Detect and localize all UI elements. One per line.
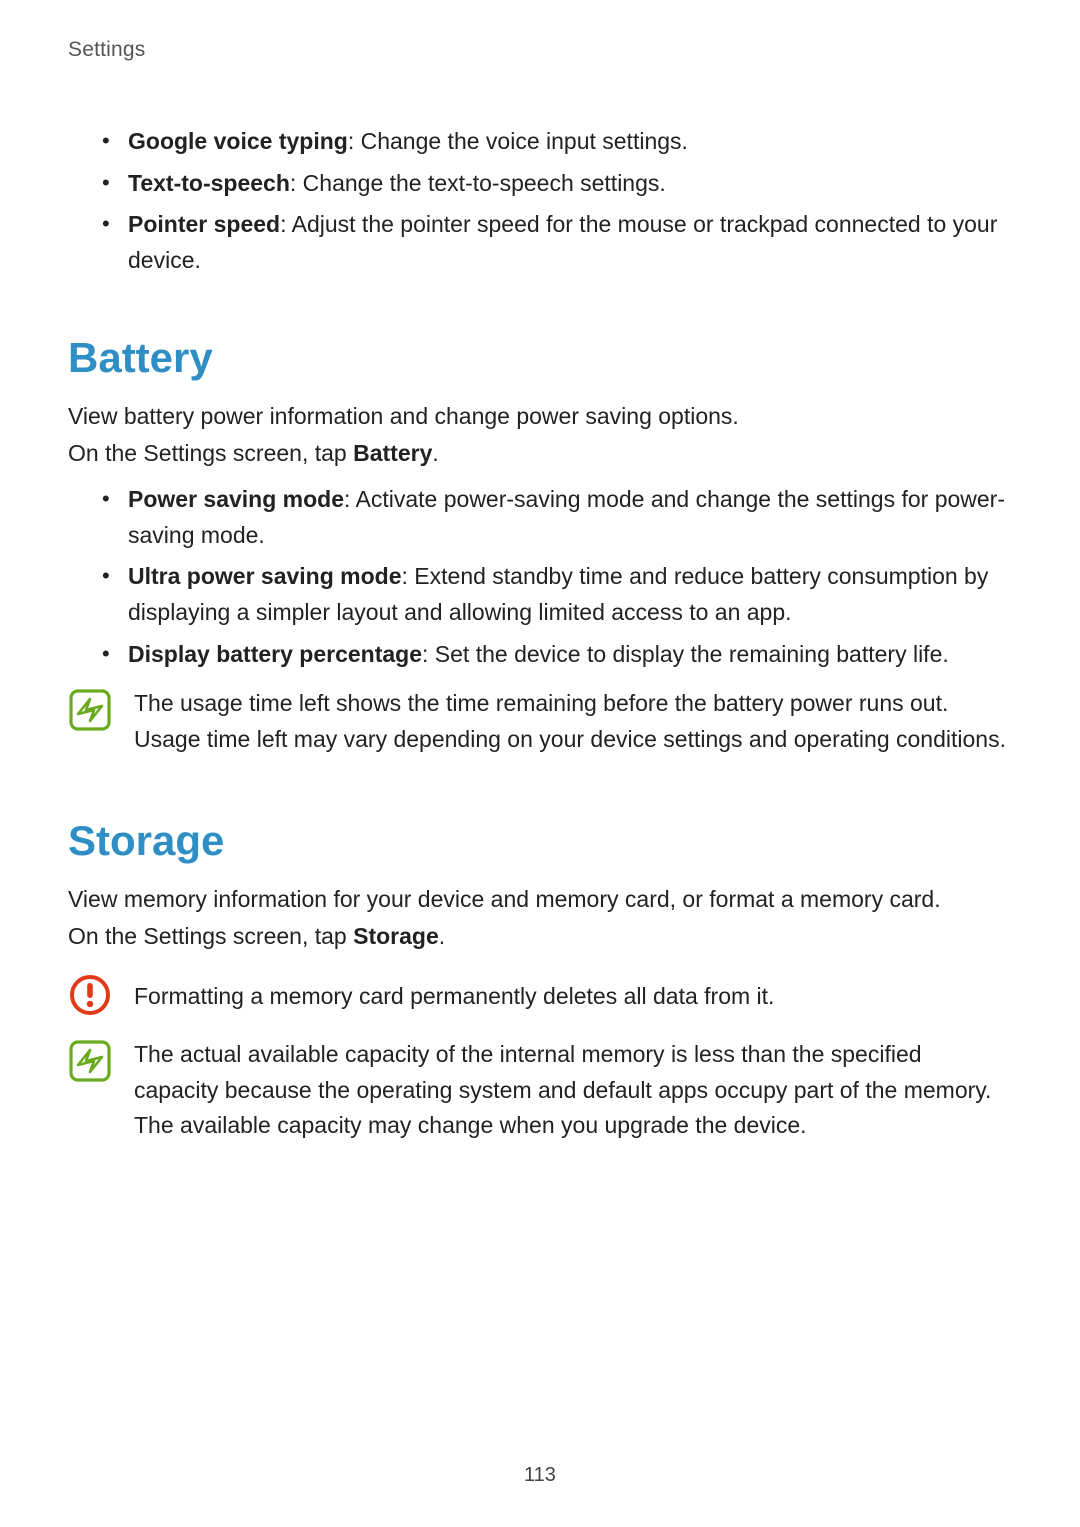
storage-heading: Storage (68, 818, 1012, 864)
storage-note-text: The actual available capacity of the int… (134, 1037, 1012, 1144)
list-item: Ultra power saving mode: Extend standby … (102, 559, 1012, 630)
bullet-label: Text-to-speech (128, 170, 290, 196)
tap-prefix: On the Settings screen, tap (68, 923, 353, 949)
storage-intro: View memory information for your device … (68, 882, 1012, 918)
warning-icon (68, 973, 112, 1017)
bullet-label: Display battery percentage (128, 641, 422, 667)
battery-bullet-list: Power saving mode: Activate power-saving… (102, 482, 1012, 672)
battery-heading: Battery (68, 335, 1012, 381)
list-item: Pointer speed: Adjust the pointer speed … (102, 207, 1012, 278)
battery-note-row: The usage time left shows the time remai… (68, 686, 1012, 757)
battery-intro: View battery power information and chang… (68, 399, 1012, 435)
storage-note-row: The actual available capacity of the int… (68, 1037, 1012, 1144)
storage-warning-text: Formatting a memory card permanently del… (134, 971, 774, 1015)
page-header: Settings (68, 38, 1012, 62)
list-item: Google voice typing: Change the voice in… (102, 124, 1012, 160)
bullet-label: Power saving mode (128, 486, 344, 512)
storage-warning-row: Formatting a memory card permanently del… (68, 971, 1012, 1017)
tap-prefix: On the Settings screen, tap (68, 440, 353, 466)
tap-bold: Storage (353, 923, 439, 949)
note-icon (68, 688, 112, 732)
bullet-label: Pointer speed (128, 211, 280, 237)
bullet-label: Ultra power saving mode (128, 563, 402, 589)
tap-suffix: . (432, 440, 438, 466)
list-item: Display battery percentage: Set the devi… (102, 637, 1012, 673)
bullet-label: Google voice typing (128, 128, 348, 154)
battery-note-text: The usage time left shows the time remai… (134, 686, 1012, 757)
bullet-desc: : Change the text-to-speech settings. (290, 170, 666, 196)
tap-suffix: . (439, 923, 445, 949)
bullet-desc: : Set the device to display the remainin… (422, 641, 949, 667)
top-bullet-list: Google voice typing: Change the voice in… (102, 124, 1012, 279)
page: Settings Google voice typing: Change the… (0, 0, 1080, 1527)
battery-tap: On the Settings screen, tap Battery. (68, 436, 1012, 472)
tap-bold: Battery (353, 440, 432, 466)
page-number: 113 (0, 1464, 1080, 1487)
list-item: Power saving mode: Activate power-saving… (102, 482, 1012, 553)
note-icon (68, 1039, 112, 1083)
bullet-desc: : Change the voice input settings. (348, 128, 688, 154)
storage-tap: On the Settings screen, tap Storage. (68, 919, 1012, 955)
list-item: Text-to-speech: Change the text-to-speec… (102, 166, 1012, 202)
